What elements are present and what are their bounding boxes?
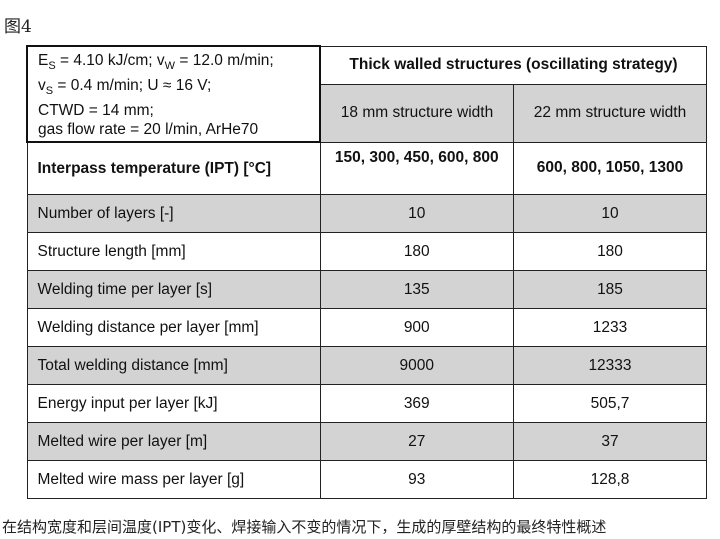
row-value: 27 [319,422,514,461]
row-value: 93 [319,460,514,499]
row-value: 180 [513,232,707,271]
row-value: 180 [319,232,514,271]
row-value: 369 [319,384,514,423]
row-value: 128,8 [513,460,707,499]
table-row: Energy input per layer [kJ] 369 505,7 [26,384,707,423]
param-gas: gas flow rate = 20 l/min, ArHe70 [38,121,259,139]
row-label: Total welding distance [mm] [26,346,321,385]
row-value: 10 [319,194,514,233]
param-vs: vS = 0.4 m/min; U ≈ 16 V; [38,77,212,98]
table-row: Total welding distance [mm] 9000 12333 [26,346,707,385]
table-row: Welding distance per layer [mm] 900 1233 [26,308,707,347]
row-value: 505,7 [513,384,707,423]
row-label: Number of layers [-] [26,194,321,233]
row-value: 1233 [513,308,707,347]
caption: 在结构宽度和层间温度(IPT)变化、焊接输入不变的情况下，生成的厚壁结构的最终特… [2,518,607,536]
row-value: 135 [319,270,514,309]
row-value: 12333 [513,346,707,385]
row-value: 10 [513,194,707,233]
param-es: ES = 4.10 kJ/cm; vW = 12.0 m/min; [38,51,274,72]
properties-table: ES = 4.10 kJ/cm; vW = 12.0 m/min; vS = 0… [26,45,707,499]
row-value: 185 [513,270,707,309]
ipt-value: 600, 800, 1050, 1300 [513,141,707,195]
row-label: Welding time per layer [s] [26,270,321,309]
row-label: Structure length [mm] [26,232,321,271]
ipt-value: 150, 300, 450, 600, 800 [319,141,514,195]
row-label: Melted wire per layer [m] [26,422,321,461]
table-row: Structure length [mm] 180 180 [26,232,707,271]
row-value: 37 [513,422,707,461]
row-label: Melted wire mass per layer [g] [26,460,321,499]
row-value: 9000 [319,346,514,385]
column-header: 22 mm structure width [513,83,707,143]
row-label: Welding distance per layer [mm] [26,308,321,347]
table-row: Melted wire mass per layer [g] 93 128,8 [26,460,707,499]
table-row: Melted wire per layer [m] 27 37 [26,422,707,461]
table-row: Number of layers [-] 10 10 [26,194,707,233]
parameters-cell: ES = 4.10 kJ/cm; vW = 12.0 m/min; vS = 0… [26,45,321,143]
row-label: Energy input per layer [kJ] [26,384,321,423]
figure-label: 图4 [4,17,32,37]
row-value: 900 [319,308,514,347]
column-header: 18 mm structure width [319,83,514,143]
table-row: Welding time per layer [s] 135 185 [26,270,707,309]
param-ctwd: CTWD = 14 mm; [38,102,154,120]
group-header: Thick walled structures (oscillating str… [319,45,707,85]
ipt-label: Interpass temperature (IPT) [°C] [26,141,321,195]
